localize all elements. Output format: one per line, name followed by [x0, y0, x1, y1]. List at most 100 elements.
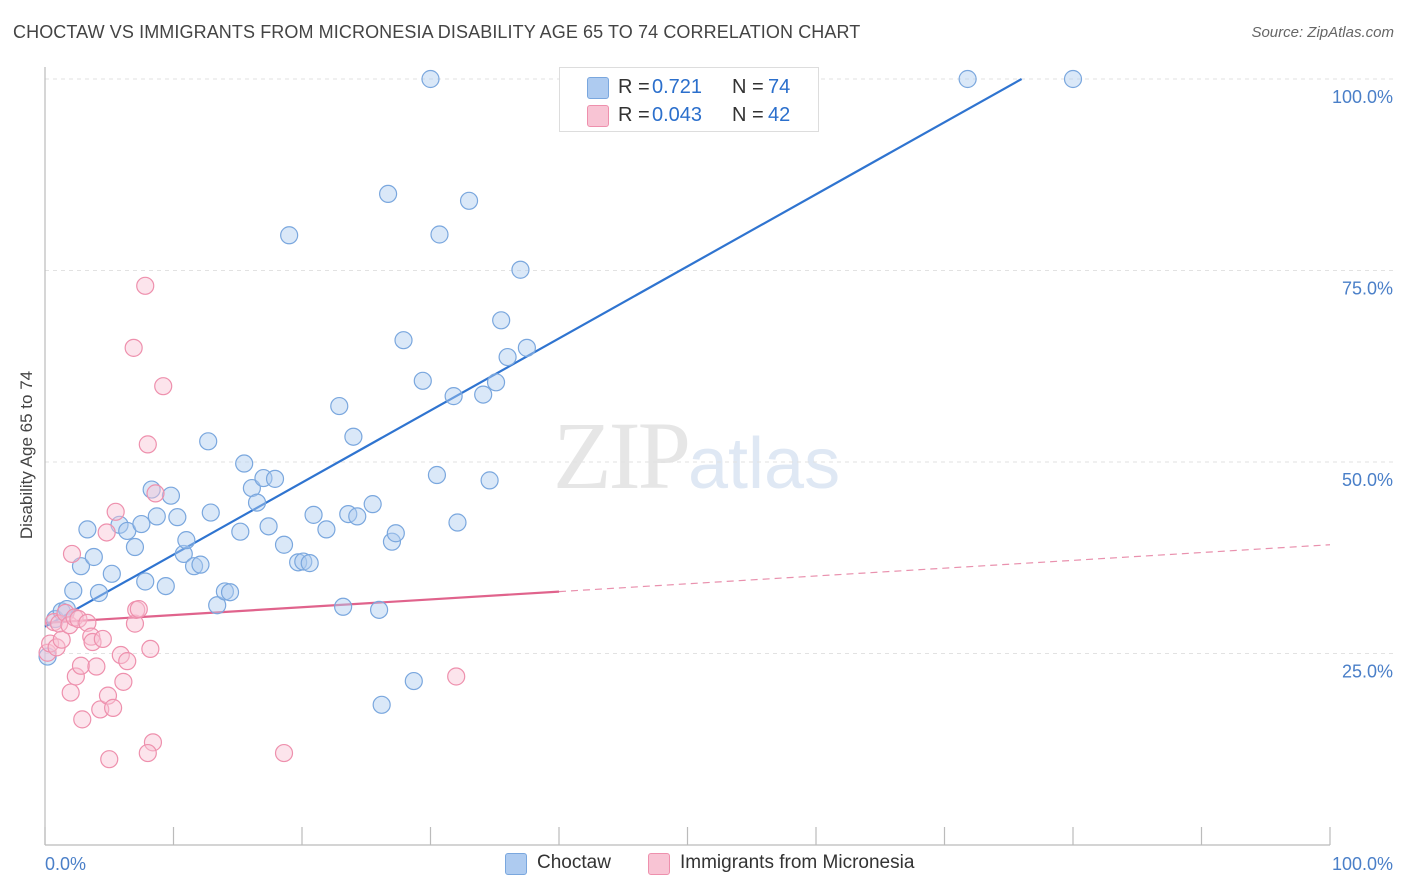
micronesia-point [118, 652, 137, 671]
choctaw-point [427, 465, 447, 485]
series-swatch-choctaw [505, 853, 527, 875]
choctaw-point [474, 385, 493, 404]
chart-title: CHOCTAW VS IMMIGRANTS FROM MICRONESIA DI… [13, 22, 861, 42]
choctaw-point [498, 347, 517, 367]
micronesia-point [78, 613, 97, 632]
micronesia-point [136, 276, 155, 295]
choctaw-point [444, 387, 463, 406]
choctaw-point [492, 311, 511, 330]
series-swatch-micronesia [648, 853, 670, 875]
trend-lines [44, 78, 1331, 628]
micronesia-point [100, 750, 119, 769]
choctaw-point [247, 493, 267, 512]
choctaw-point [363, 495, 382, 514]
choctaw-point [372, 695, 391, 714]
choctaw-point [235, 454, 254, 473]
legend-n-label: N = [732, 104, 764, 126]
micronesia-point [73, 710, 92, 729]
micronesia-point [146, 484, 165, 503]
choctaw-point [259, 517, 278, 536]
micronesia-point [129, 599, 148, 619]
micronesia-point [125, 614, 145, 633]
correlation-legend: R = 0.721 N = 74 R = 0.043 N = 42 [559, 67, 819, 132]
legend-swatch-micronesia [587, 105, 609, 127]
micronesia-point [124, 338, 143, 357]
source-label: Source: ZipAtlas.com [1251, 24, 1394, 41]
choctaw-point [147, 507, 166, 526]
micronesia-point [61, 683, 80, 702]
tick-labels: 25.0% 50.0% 75.0% 100.0% 0.0% 100.0% [45, 87, 1393, 874]
choctaw-point [317, 520, 336, 539]
micronesia-point [106, 502, 125, 521]
choctaw-point [334, 597, 353, 616]
micronesia-point [141, 639, 160, 659]
micronesia-trend-line-extension [558, 544, 1331, 593]
choctaw-point [71, 557, 91, 576]
legend-r-label: R = [618, 76, 650, 98]
choctaw-point [184, 557, 204, 576]
choctaw-point [378, 184, 398, 203]
choctaw-point [958, 69, 977, 89]
y-tick-label: 25.0% [1342, 662, 1393, 682]
choctaw-point [161, 486, 181, 505]
grid-lines [45, 78, 1395, 654]
choctaw-point [89, 583, 109, 603]
y-tick-label: 100.0% [1332, 87, 1393, 107]
choctaw-point [220, 583, 240, 602]
choctaw-point [78, 520, 97, 539]
choctaw-point [231, 522, 250, 541]
micronesia-point [83, 632, 102, 652]
choctaw-point [84, 547, 103, 567]
micronesia-point [52, 630, 71, 649]
choctaw-point [136, 572, 155, 591]
micronesia-point [447, 667, 466, 686]
choctaw-point [304, 505, 323, 524]
choctaw-point [168, 508, 187, 527]
legend-r-label: R = [618, 104, 650, 126]
choctaw-point [413, 371, 432, 390]
legend-swatch-choctaw [587, 77, 609, 99]
legend-r-value: 0.043 [652, 104, 703, 126]
watermark-atlas: atlas [688, 424, 841, 504]
series-label-micronesia: Immigrants from Micronesia [680, 852, 915, 873]
choctaw-point [201, 503, 220, 522]
choctaw-point [511, 260, 530, 279]
micronesia-trend-line [44, 590, 560, 624]
micronesia-point [104, 698, 123, 717]
choctaw-point [348, 507, 367, 526]
choctaw-point [215, 582, 234, 601]
choctaw-point [430, 225, 449, 244]
choctaw-point [102, 564, 121, 583]
micronesia-point [138, 743, 157, 763]
choctaw-point [208, 596, 227, 615]
data-points [38, 69, 1083, 769]
choctaw-point [394, 331, 413, 350]
legend-r-value: 0.721 [652, 76, 703, 98]
legend-n-label: N = [732, 76, 764, 98]
watermark-zip: ZIP [553, 402, 691, 509]
x-tick-label: 100.0% [1332, 854, 1393, 874]
legend-n-value: 74 [768, 76, 791, 98]
micronesia-point [143, 733, 163, 752]
choctaw-point [459, 191, 479, 210]
micronesia-point [138, 435, 157, 454]
choctaw-point [344, 427, 363, 446]
choctaw-point [480, 471, 499, 490]
choctaw-point [448, 513, 467, 532]
choctaw-point [274, 535, 294, 554]
choctaw-point [330, 396, 349, 416]
micronesia-point [69, 609, 88, 629]
axes [44, 67, 1331, 846]
choctaw-point [382, 532, 402, 551]
choctaw-point [486, 373, 506, 392]
y-axis-label: Disability Age 65 to 74 [17, 370, 36, 540]
micronesia-point [71, 656, 91, 675]
choctaw-point [191, 555, 210, 574]
choctaw-point [64, 581, 83, 600]
choctaw-point [1063, 69, 1083, 89]
choctaw-point [421, 69, 440, 89]
choctaw-point [294, 552, 313, 571]
choctaw-point [174, 544, 193, 564]
choctaw-point [177, 531, 196, 550]
choctaw-point [370, 600, 389, 619]
